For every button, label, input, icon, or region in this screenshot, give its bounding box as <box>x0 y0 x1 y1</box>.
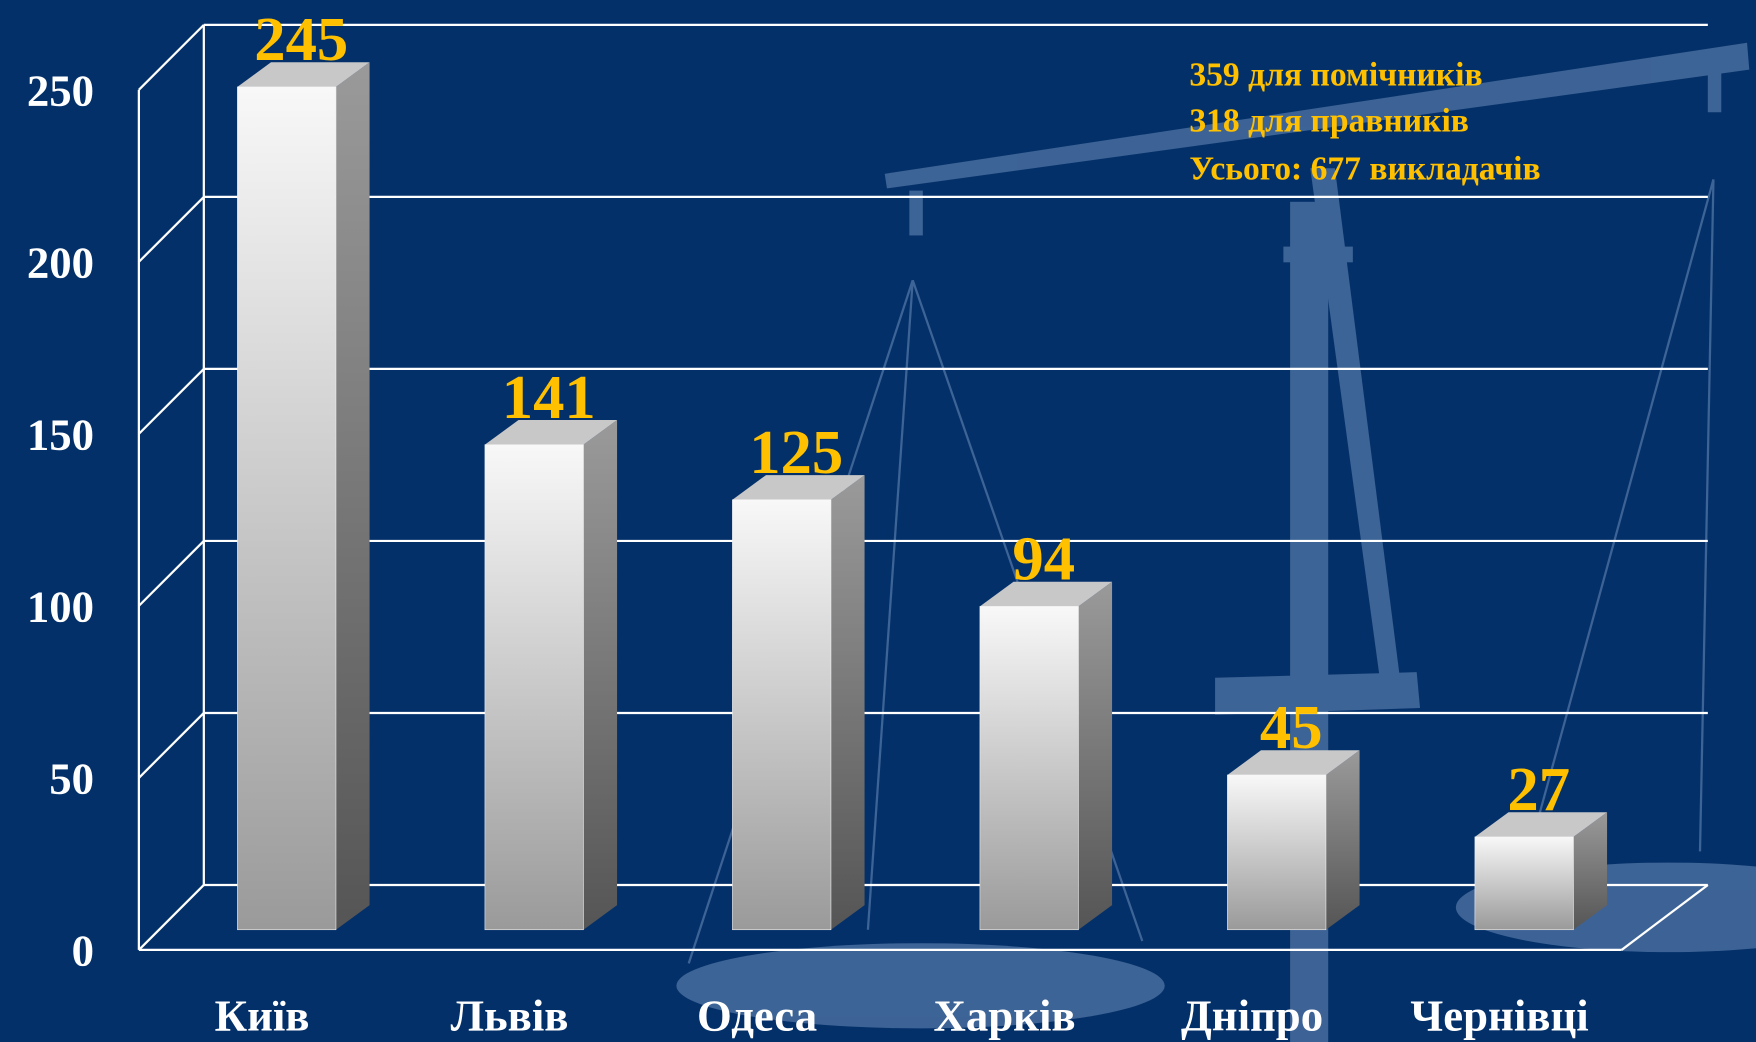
y-tick-label: 100 <box>27 582 94 632</box>
bar-side <box>335 62 370 930</box>
grid-line-depth <box>138 712 205 779</box>
bar-front <box>237 86 337 931</box>
value-label: 245 <box>254 4 348 74</box>
x-tick-label: Чернівці <box>1410 991 1588 1041</box>
bar-front <box>979 606 1079 931</box>
annotations: 359 для помічників 318 для правників Усь… <box>1189 56 1540 187</box>
bar-top <box>732 475 865 500</box>
x-tick-label: Дніпро <box>1181 991 1323 1041</box>
value-label: 94 <box>1012 523 1075 593</box>
y-tick-label: 0 <box>72 926 94 976</box>
value-label: 125 <box>749 417 843 487</box>
y-tick-label: 200 <box>27 238 94 288</box>
grid-line-depth <box>138 884 205 951</box>
bar-top <box>237 62 370 87</box>
grid-line-depth <box>138 540 205 607</box>
floor-side <box>1620 884 1709 951</box>
bar <box>732 475 865 931</box>
bar-side <box>830 475 865 930</box>
y-tick-label: 150 <box>27 410 94 460</box>
bar-side <box>583 420 618 930</box>
bar-top <box>1227 750 1360 775</box>
bar-side <box>1325 750 1360 930</box>
grid-line-depth <box>138 368 205 435</box>
bar <box>484 420 618 931</box>
grid-line-depth <box>138 24 205 91</box>
value-label: 45 <box>1260 692 1323 762</box>
bar <box>1227 750 1360 931</box>
bar <box>1474 812 1608 931</box>
x-tick-label: Одеса <box>697 991 817 1041</box>
bar-side <box>1573 812 1608 930</box>
value-label: 27 <box>1507 754 1570 824</box>
value-label: 141 <box>502 362 596 432</box>
bar-front <box>1474 836 1574 931</box>
bar-front <box>732 499 832 931</box>
bar-top <box>1474 812 1608 837</box>
bar-front <box>1227 774 1327 931</box>
x-tick-label: Львів <box>451 991 569 1041</box>
bar-side <box>1078 581 1113 930</box>
annotation: 359 для помічників <box>1189 56 1482 93</box>
annotation: Усього: 677 викладачів <box>1189 150 1540 187</box>
x-tick-label: Харків <box>934 991 1076 1041</box>
x-tick-label: Київ <box>215 991 310 1041</box>
bar-top <box>484 420 618 445</box>
grid-line-depth <box>138 196 205 263</box>
y-tick-label: 50 <box>49 754 94 804</box>
bar <box>979 581 1113 931</box>
annotation: 318 для правників <box>1189 102 1469 139</box>
bar-front <box>484 444 584 931</box>
bar <box>237 62 370 931</box>
bar-top <box>979 581 1113 607</box>
y-tick-label: 250 <box>27 66 94 116</box>
